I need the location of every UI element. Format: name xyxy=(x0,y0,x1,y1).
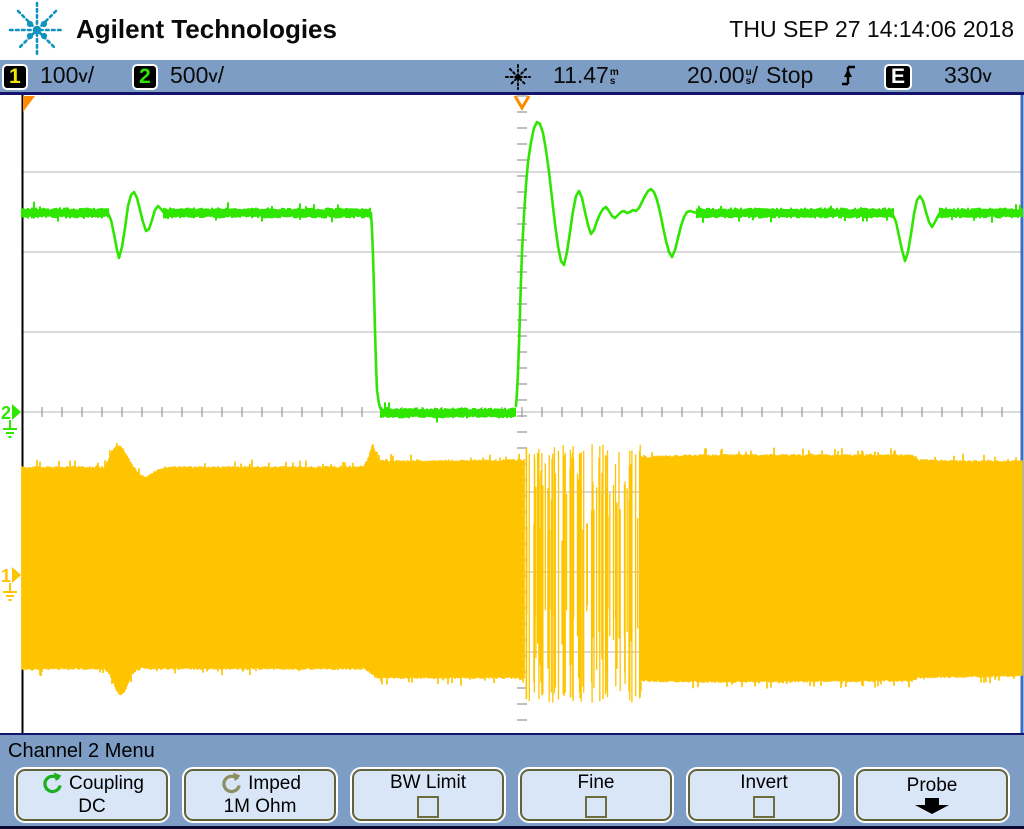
volt-unit: V xyxy=(78,69,88,85)
datetime-readout: THU SEP 27 14:14:06 2018 xyxy=(729,16,1014,42)
status-bar: 1 100V/ 2 500V/ 11.47 m s 2 xyxy=(0,60,1024,95)
graticule-and-traces: 21 xyxy=(1,95,1024,733)
bw-limit-softkey[interactable]: BW Limit xyxy=(352,769,504,821)
softkey-label: Imped xyxy=(248,772,301,794)
fine-checkbox[interactable] xyxy=(585,796,607,818)
channel-2-ground-marker: 2 xyxy=(1,403,11,423)
softkey-value: DC xyxy=(78,796,106,817)
fine-softkey[interactable]: Fine xyxy=(520,769,672,821)
submenu-arrow-icon xyxy=(915,798,949,814)
cycle-arrow-icon xyxy=(222,772,241,794)
bw-limit-checkbox[interactable] xyxy=(417,796,439,818)
ch1-scale-readout: 100V/ xyxy=(40,62,95,88)
softkey-label: Fine xyxy=(577,772,615,793)
trigger-source-badge: E xyxy=(884,60,913,92)
header: Agilent Technologies THU SEP 27 14:14:06… xyxy=(0,0,1024,60)
impedance-softkey[interactable]: Imped 1M Ohm xyxy=(184,769,336,821)
cycle-arrow-icon xyxy=(43,772,62,794)
volt-unit: V xyxy=(982,69,992,85)
delay-readout: 11.47 m s xyxy=(553,62,619,88)
softkey-label: Probe xyxy=(906,775,958,796)
brand-title: Agilent Technologies xyxy=(76,14,337,44)
ch2-scale-readout: 500V/ xyxy=(170,62,225,88)
coupling-softkey[interactable]: Coupling DC xyxy=(16,769,168,821)
trigger-level-readout: 330V xyxy=(944,62,992,88)
timebase-readout: 20.00 u s / xyxy=(687,62,759,88)
softkey-label: Invert xyxy=(740,772,788,793)
softkey-label: Coupling xyxy=(69,772,144,794)
ch2-badge: 2 xyxy=(132,60,158,92)
trigger-edge-icon xyxy=(840,64,858,96)
channel-1-ground-marker: 1 xyxy=(1,566,11,586)
softkey-menu-bar: Channel 2 Menu Coupling DC Imped 1M Ohm xyxy=(0,733,1024,829)
ch1-badge: 1 xyxy=(2,60,28,92)
probe-softkey[interactable]: Probe xyxy=(856,769,1008,821)
softkey-label: BW Limit xyxy=(390,772,466,793)
invert-softkey[interactable]: Invert xyxy=(688,769,840,821)
agilent-logo-icon xyxy=(8,1,66,59)
run-state-readout: Stop xyxy=(766,62,814,88)
softkey-value: 1M Ohm xyxy=(223,796,297,817)
starburst-icon xyxy=(505,64,531,96)
invert-checkbox[interactable] xyxy=(753,796,775,818)
menu-title: Channel 2 Menu xyxy=(8,740,155,762)
volt-unit: V xyxy=(208,69,218,85)
